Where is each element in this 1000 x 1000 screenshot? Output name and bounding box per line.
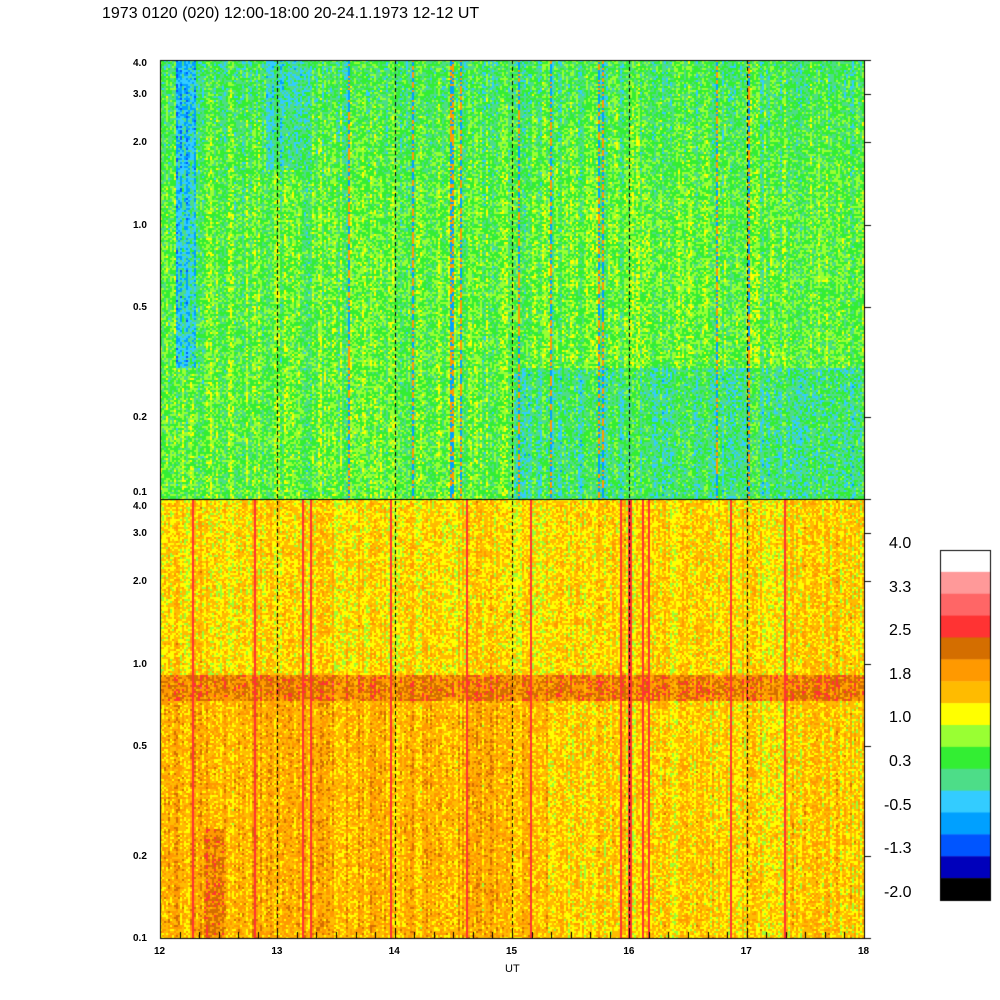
chart-title: 1973 0120 (020) 12:00-18:00 20-24.1.1973… [102, 5, 480, 22]
y-tick-label: 1.0 [133, 219, 147, 231]
y-tick-label: 4.0 [133, 500, 147, 512]
x-tick-label: 15 [506, 946, 518, 957]
colorbar-label: 1.0 [889, 709, 912, 727]
y-tick-label: 0.1 [133, 486, 147, 498]
x-tick-label: 17 [740, 946, 752, 957]
y-tick-label: 0.1 [133, 932, 147, 944]
y-tick-label: 1.0 [133, 658, 147, 670]
y-tick-label: 0.2 [133, 850, 147, 862]
colorbar-label: -1.3 [884, 840, 912, 858]
colorbar-label: 1.8 [889, 665, 912, 683]
x-tick-label: 12 [154, 946, 166, 957]
x-axis-label: UT [505, 963, 520, 975]
colorbar-label: -0.5 [884, 796, 912, 814]
colorbar-label: 0.3 [889, 753, 912, 770]
y-tick-label: 0.5 [133, 740, 147, 752]
x-tick-label: 16 [623, 946, 635, 957]
x-tick-label: 14 [388, 946, 400, 957]
x-tick-label: 13 [271, 946, 283, 957]
colorbar-label: 4.0 [889, 535, 912, 552]
colorbar-label: 3.3 [889, 578, 912, 596]
y-tick-label: 4.0 [133, 57, 147, 69]
colorbar-label: 2.5 [889, 622, 912, 640]
y-tick-label: 3.0 [133, 88, 147, 100]
y-tick-label: 3.0 [133, 527, 147, 539]
x-tick-label: 18 [858, 946, 870, 957]
y-tick-label: 2.0 [133, 136, 147, 148]
y-tick-label: 2.0 [133, 575, 147, 587]
colorbar-label: -2.0 [884, 883, 912, 901]
y-tick-label: 0.5 [133, 301, 147, 313]
y-tick-label: 0.2 [133, 411, 147, 423]
